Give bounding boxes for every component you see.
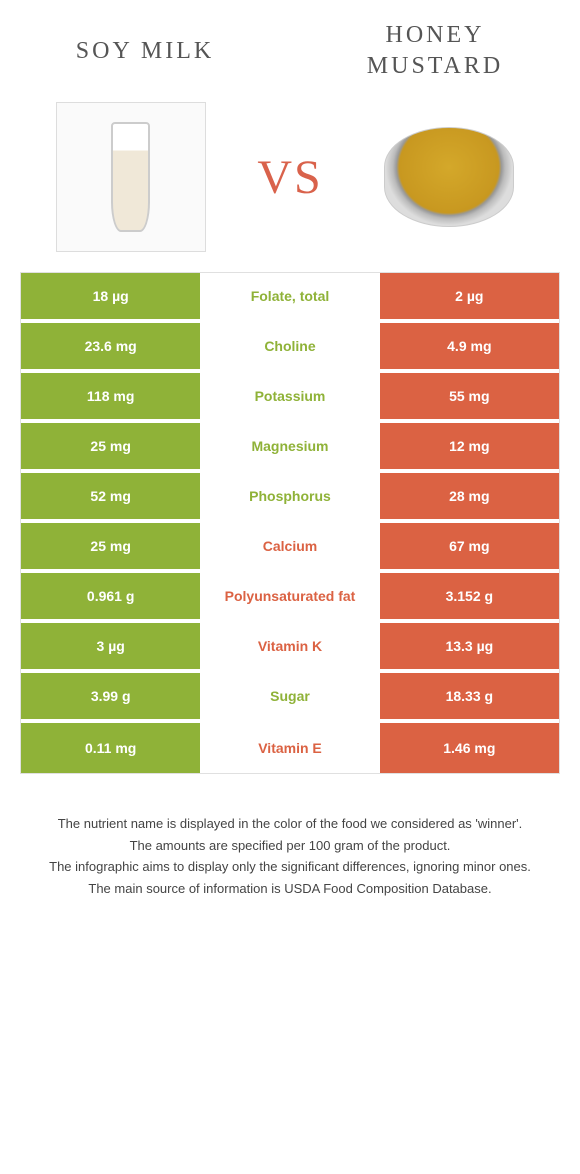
cell-right-value: 18.33 g: [380, 673, 559, 719]
cell-nutrient-label: Vitamin E: [200, 723, 379, 773]
cell-left-value: 23.6 mg: [21, 323, 200, 369]
cell-nutrient-label: Choline: [200, 323, 379, 369]
cell-nutrient-label: Folate, total: [200, 273, 379, 319]
cell-nutrient-label: Polyunsaturated fat: [200, 573, 379, 619]
cell-right-value: 1.46 mg: [380, 723, 559, 773]
vs-label: VS: [257, 150, 322, 205]
table-row: 3 µgVitamin K13.3 µg: [21, 623, 559, 673]
table-row: 18 µgFolate, total2 µg: [21, 273, 559, 323]
cell-left-value: 0.961 g: [21, 573, 200, 619]
cell-right-value: 28 mg: [380, 473, 559, 519]
cell-left-value: 0.11 mg: [21, 723, 200, 773]
mustard-icon: [384, 127, 514, 227]
cell-nutrient-label: Phosphorus: [200, 473, 379, 519]
cell-nutrient-label: Magnesium: [200, 423, 379, 469]
cell-nutrient-label: Vitamin K: [200, 623, 379, 669]
cell-nutrient-label: Calcium: [200, 523, 379, 569]
cell-right-value: 55 mg: [380, 373, 559, 419]
cell-left-value: 118 mg: [21, 373, 200, 419]
footer-note-line: The amounts are specified per 100 gram o…: [40, 836, 540, 856]
cell-left-value: 52 mg: [21, 473, 200, 519]
cell-right-value: 67 mg: [380, 523, 559, 569]
cell-right-value: 2 µg: [380, 273, 559, 319]
cell-left-value: 25 mg: [21, 423, 200, 469]
cell-left-value: 25 mg: [21, 523, 200, 569]
cell-nutrient-label: Sugar: [200, 673, 379, 719]
cell-left-value: 3 µg: [21, 623, 200, 669]
food-right-title: Honey mustard: [320, 20, 550, 82]
cell-right-value: 13.3 µg: [380, 623, 559, 669]
cell-right-value: 12 mg: [380, 423, 559, 469]
footer-note-line: The nutrient name is displayed in the co…: [40, 814, 540, 834]
comparison-table: 18 µgFolate, total2 µg23.6 mgCholine4.9 …: [20, 272, 560, 774]
table-row: 0.961 gPolyunsaturated fat3.152 g: [21, 573, 559, 623]
table-row: 118 mgPotassium55 mg: [21, 373, 559, 423]
cell-left-value: 3.99 g: [21, 673, 200, 719]
food-left-title: Soy milk: [30, 36, 260, 67]
footer-note-line: The main source of information is USDA F…: [40, 879, 540, 899]
table-row: 52 mgPhosphorus28 mg: [21, 473, 559, 523]
cell-right-value: 3.152 g: [380, 573, 559, 619]
footer-notes: The nutrient name is displayed in the co…: [0, 804, 580, 930]
table-row: 3.99 gSugar18.33 g: [21, 673, 559, 723]
header-row: Soy milk Honey mustard: [0, 0, 580, 92]
food-left-image: [56, 102, 206, 252]
soymilk-icon: [103, 122, 158, 232]
cell-right-value: 4.9 mg: [380, 323, 559, 369]
images-row: VS: [0, 92, 580, 272]
table-row: 25 mgCalcium67 mg: [21, 523, 559, 573]
food-right-image: [374, 102, 524, 252]
table-row: 25 mgMagnesium12 mg: [21, 423, 559, 473]
footer-note-line: The infographic aims to display only the…: [40, 857, 540, 877]
cell-left-value: 18 µg: [21, 273, 200, 319]
table-row: 0.11 mgVitamin E1.46 mg: [21, 723, 559, 773]
table-row: 23.6 mgCholine4.9 mg: [21, 323, 559, 373]
cell-nutrient-label: Potassium: [200, 373, 379, 419]
